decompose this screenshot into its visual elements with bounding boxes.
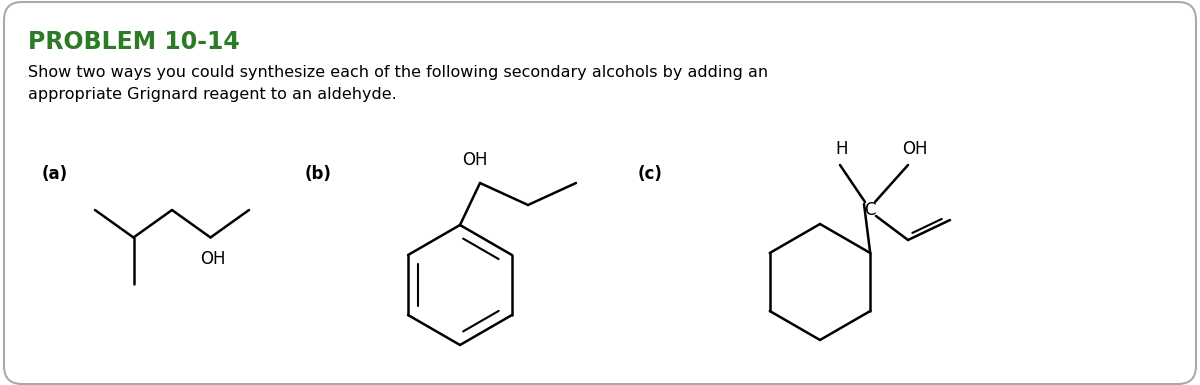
- Text: Show two ways you could synthesize each of the following secondary alcohols by a: Show two ways you could synthesize each …: [28, 65, 768, 102]
- FancyBboxPatch shape: [4, 2, 1196, 384]
- Text: (c): (c): [638, 165, 662, 183]
- Text: PROBLEM 10-14: PROBLEM 10-14: [28, 30, 240, 54]
- Text: H: H: [835, 140, 848, 158]
- Text: (b): (b): [305, 165, 332, 183]
- Text: OH: OH: [199, 249, 226, 268]
- Text: (a): (a): [42, 165, 68, 183]
- Text: OH: OH: [902, 140, 928, 158]
- Text: OH: OH: [462, 151, 487, 169]
- Text: C: C: [864, 201, 876, 219]
